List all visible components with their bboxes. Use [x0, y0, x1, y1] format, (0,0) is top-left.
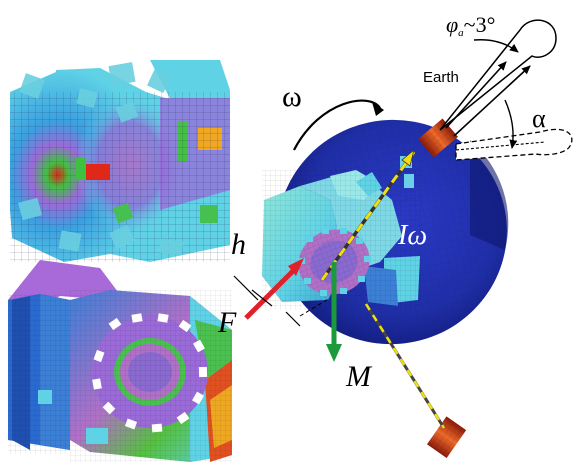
- earth-beam-lobe: [439, 19, 557, 137]
- alpha-angle-arc: [504, 99, 518, 149]
- satellite-body: [262, 156, 422, 310]
- earth-label: Earth: [423, 69, 459, 86]
- bottom-mesh-view: [8, 260, 232, 462]
- h-dimension-line-1: [251, 289, 273, 307]
- m-label: M: [346, 360, 371, 393]
- rotation-arrow: [293, 99, 381, 151]
- i-omega-label: Iω: [398, 220, 428, 251]
- h-label: h: [231, 228, 246, 261]
- omega-label: ω: [282, 80, 302, 113]
- top-mesh-view: [10, 60, 230, 262]
- h-dimension-line-2: [285, 311, 301, 327]
- phi-angle-arc: [473, 39, 519, 53]
- force-arrow: [244, 268, 296, 320]
- tilted-beam-lobe: [455, 128, 573, 161]
- feed-horn-top: [418, 118, 458, 158]
- phi-label: φa~3°: [446, 12, 496, 39]
- alpha-label: α: [532, 104, 546, 133]
- f-label: F: [218, 306, 237, 339]
- feed-horn-bottom: [426, 416, 467, 458]
